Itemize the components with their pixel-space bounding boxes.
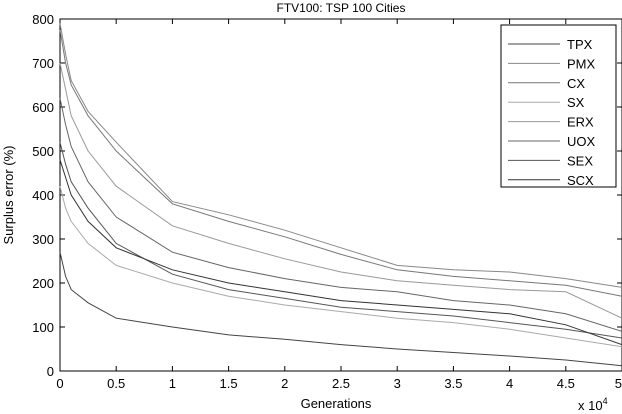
y-tick-label: 700: [32, 56, 54, 71]
y-tick-label: 0: [47, 364, 54, 379]
y-tick-label: 400: [32, 188, 54, 203]
y-tick-label: 200: [32, 276, 54, 291]
y-tick-label: 100: [32, 320, 54, 335]
series-line-sx: [59, 186, 622, 348]
x-tick-label: 1.5: [220, 376, 238, 391]
x-tick-label: 2.5: [332, 376, 350, 391]
chart-title: FTV100: TSP 100 Cities: [277, 1, 406, 15]
series-lines: [59, 23, 622, 367]
legend: TPX PMX CX SX ERX UOX SEX SCX: [500, 24, 617, 188]
x-tick-label: 5: [615, 376, 622, 391]
series-line-tpx: [59, 252, 622, 367]
x-tick-label: 1: [169, 376, 176, 391]
legend-label-sex: SEX: [567, 153, 593, 168]
legend-box: [500, 24, 617, 188]
x-tick-label: 3.5: [444, 376, 462, 391]
series-line-uox: [59, 98, 622, 332]
x-tick-label: 2: [281, 376, 288, 391]
x-tick-label: 4: [506, 376, 513, 391]
series-line-cx: [59, 29, 622, 297]
series-line-pmx: [59, 23, 622, 288]
series-line-sex: [59, 142, 622, 339]
legend-label-pmx: PMX: [567, 56, 596, 71]
x-tick-label: 3: [394, 376, 401, 391]
axis-ticks: [59, 18, 622, 372]
x-tick-label: 4.5: [557, 376, 575, 391]
y-tick-label: 500: [32, 144, 54, 159]
y-tick-label: 600: [32, 100, 54, 115]
y-tick-label: 800: [32, 12, 54, 27]
y-axis-label: Surplus error (%): [1, 146, 16, 245]
x-tick-label: 0.5: [107, 376, 125, 391]
legend-label-tpx: TPX: [567, 37, 593, 52]
legend-label-scx: SCX: [567, 173, 594, 188]
legend-label-cx: CX: [567, 76, 585, 91]
x-axis-label: Generations: [301, 396, 372, 411]
y-tick-labels: 0 100 200 300 400 500 600 700 800: [32, 12, 54, 379]
series-line-erx: [59, 62, 622, 319]
x-tick-labels: 0 0.5 1 1.5 2 2.5 3 3.5 4 4.5 5: [56, 376, 622, 391]
y-tick-label: 300: [32, 232, 54, 247]
x-tick-label: 0: [56, 376, 63, 391]
legend-label-sx: SX: [567, 95, 585, 110]
legend-label-erx: ERX: [567, 115, 594, 130]
legend-label-uox: UOX: [567, 134, 596, 149]
series-line-scx: [59, 159, 622, 346]
x-multiplier-label: x 104: [578, 396, 608, 413]
